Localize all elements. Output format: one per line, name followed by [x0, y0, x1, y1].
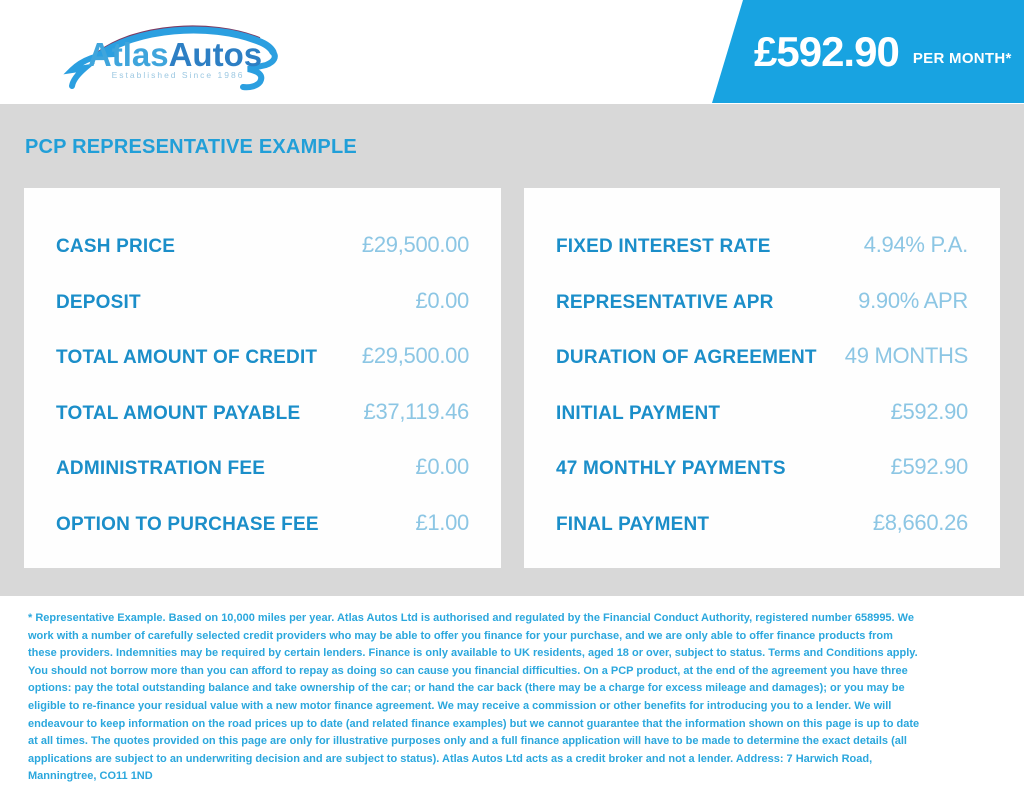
finance-label: ADMINISTRATION FEE: [56, 458, 266, 480]
finance-value: £592.90: [890, 454, 969, 480]
finance-row-final-payment: FINAL PAYMENT £8,660.26: [556, 510, 968, 536]
finance-row-deposit: DEPOSIT £0.00: [56, 288, 469, 314]
page-title: PCP REPRESENTATIVE EXAMPLE: [25, 136, 357, 158]
finance-row-monthly-payments: 47 MONTHLY PAYMENTS £592.90: [556, 454, 968, 480]
price-banner: £592.90 PER MONTH*: [712, 0, 1024, 103]
finance-value: £0.00: [415, 287, 469, 313]
finance-card-terms: FIXED INTEREST RATE 4.94% P.A. REPRESENT…: [524, 188, 1000, 568]
finance-value: 49 MONTHS: [844, 343, 969, 369]
finance-label: TOTAL AMOUNT OF CREDIT: [56, 347, 318, 369]
finance-row-total-payable: TOTAL AMOUNT PAYABLE £37,119.46: [56, 399, 469, 425]
finance-label: 47 MONTHLY PAYMENTS: [556, 458, 786, 480]
finance-value: £29,500.00: [361, 343, 469, 369]
finance-value: £1.00: [415, 509, 469, 535]
finance-row-total-credit: TOTAL AMOUNT OF CREDIT £29,500.00: [56, 343, 469, 369]
finance-row-initial-payment: INITIAL PAYMENT £592.90: [556, 399, 968, 425]
finance-label: CASH PRICE: [56, 236, 176, 257]
finance-row-duration: DURATION OF AGREEMENT 49 MONTHS: [556, 343, 968, 369]
monthly-price-period: PER MONTH*: [912, 50, 1012, 67]
logo-front-swoosh: [63, 51, 118, 89]
finance-label: FIXED INTEREST RATE: [556, 236, 771, 257]
finance-label: DEPOSIT: [56, 291, 141, 313]
finance-value: £37,119.46: [363, 398, 470, 424]
logo-brand-text: AtlasAutos: [88, 36, 262, 73]
finance-label: FINAL PAYMENT: [556, 513, 710, 535]
finance-value: £8,660.26: [872, 509, 968, 535]
finance-value: £0.00: [415, 454, 469, 480]
finance-example-section: PCP REPRESENTATIVE EXAMPLE CASH PRICE £2…: [0, 104, 1024, 596]
logo-tagline: Established Since 1986: [112, 70, 245, 80]
finance-value: £29,500.00: [361, 232, 469, 257]
finance-label: REPRESENTATIVE APR: [556, 291, 774, 313]
footer: * Representative Example. Based on 10,00…: [0, 596, 1024, 782]
atlas-autos-logo: AtlasAutos Established Since 1986: [63, 25, 278, 91]
finance-value: 9.90% APR: [858, 287, 968, 313]
finance-row-cash-price: CASH PRICE £29,500.00: [56, 232, 469, 258]
logo-roof-swoosh: [94, 26, 277, 60]
finance-row-option-to-purchase-fee: OPTION TO PURCHASE FEE £1.00: [56, 510, 469, 536]
finance-label: INITIAL PAYMENT: [556, 402, 721, 424]
finance-label: OPTION TO PURCHASE FEE: [56, 513, 319, 535]
finance-row-admin-fee: ADMINISTRATION FEE £0.00: [56, 454, 469, 480]
finance-label: DURATION OF AGREEMENT: [556, 347, 817, 369]
finance-card-amounts: CASH PRICE £29,500.00 DEPOSIT £0.00 TOTA…: [24, 188, 501, 568]
finance-value: 4.94% P.A.: [863, 232, 969, 257]
finance-row-fixed-interest-rate: FIXED INTEREST RATE 4.94% P.A.: [556, 232, 968, 258]
header: AtlasAutos Established Since 1986 £592.9…: [0, 0, 1024, 104]
logo-rear-swoosh: [240, 49, 278, 91]
legal-disclaimer-text: * Representative Example. Based on 10,00…: [28, 612, 920, 783]
finance-value: £592.90: [890, 398, 969, 424]
finance-label: TOTAL AMOUNT PAYABLE: [56, 402, 301, 424]
monthly-price: £592.90: [754, 27, 900, 75]
finance-row-representative-apr: REPRESENTATIVE APR 9.90% APR: [556, 288, 968, 314]
